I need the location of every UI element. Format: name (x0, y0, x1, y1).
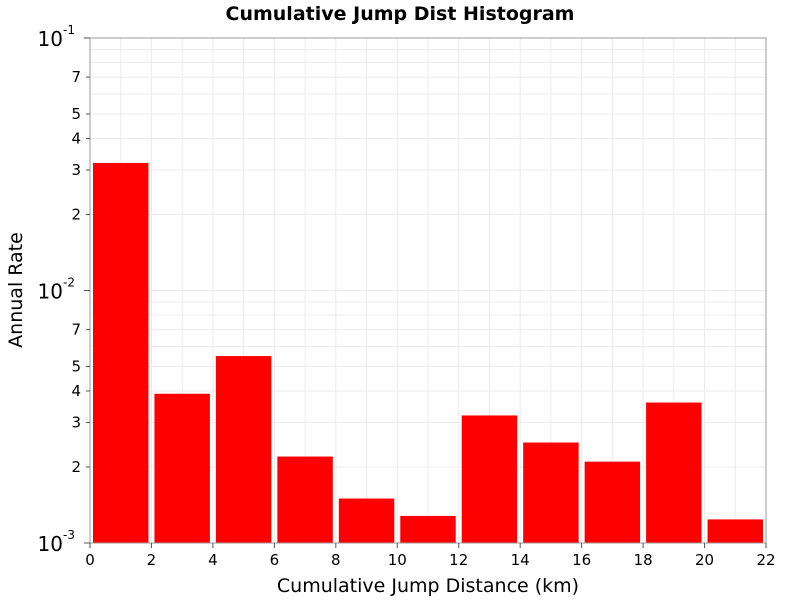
x-tick-label: 0 (85, 551, 95, 569)
chart-title: Cumulative Jump Dist Histogram (226, 3, 575, 25)
histogram-bar (646, 402, 702, 543)
y-tick-label-major: 10 (38, 280, 63, 304)
y-tick-label: 7 (71, 321, 81, 339)
x-tick-label: 10 (388, 551, 407, 569)
x-tick-label: 22 (756, 551, 775, 569)
histogram-bar (215, 356, 272, 543)
x-tick-label: 14 (511, 551, 530, 569)
x-tick-label: 18 (634, 551, 653, 569)
x-tick-label: 2 (147, 551, 157, 569)
y-axis-label: Annual Rate (5, 232, 27, 348)
histogram-bar (154, 393, 210, 543)
x-tick-label: 4 (208, 551, 218, 569)
y-tick-label: 7 (71, 68, 81, 86)
x-axis-label: Cumulative Jump Distance (km) (277, 575, 579, 597)
y-tick-label: 5 (71, 105, 81, 123)
histogram-bar (277, 456, 333, 543)
y-tick-label: 5 (71, 358, 81, 376)
y-tick-label: 4 (71, 129, 81, 147)
y-tick-label-exponent: -2 (63, 276, 75, 290)
y-tick-label-exponent: -3 (63, 528, 75, 542)
y-tick-label-major: 10 (38, 532, 63, 556)
y-tick-label: 3 (71, 414, 81, 432)
histogram-bar (523, 442, 579, 543)
histogram-bar (584, 461, 641, 543)
x-tick-label: 16 (572, 551, 591, 569)
y-tick-label-exponent: -1 (63, 23, 75, 37)
x-tick-label: 12 (449, 551, 468, 569)
bars-group (93, 162, 763, 543)
histogram-bar (400, 515, 456, 543)
histogram-bar (707, 519, 763, 543)
histogram-bar (93, 162, 149, 543)
histogram-bar (461, 415, 518, 543)
histogram-bar (338, 498, 395, 543)
y-tick-label: 4 (71, 382, 81, 400)
y-tick-label: 2 (71, 205, 81, 223)
y-tick-label: 2 (71, 458, 81, 476)
x-tick-label: 8 (331, 551, 341, 569)
x-axis-ticks: 0 2 4 6 8 10 12 14 16 18 20 22 (85, 543, 776, 569)
y-tick-label-major: 10 (38, 27, 63, 51)
y-tick-label: 3 (71, 161, 81, 179)
x-tick-label: 20 (695, 551, 714, 569)
x-tick-label: 6 (270, 551, 280, 569)
